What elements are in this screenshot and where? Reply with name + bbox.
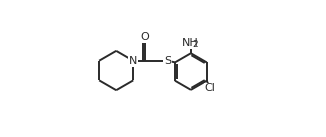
Text: O: O (141, 32, 149, 42)
Text: Cl: Cl (204, 83, 215, 93)
Text: NH: NH (182, 38, 199, 48)
Text: N: N (129, 56, 138, 66)
Text: S: S (164, 56, 171, 66)
Text: 2: 2 (192, 40, 198, 49)
